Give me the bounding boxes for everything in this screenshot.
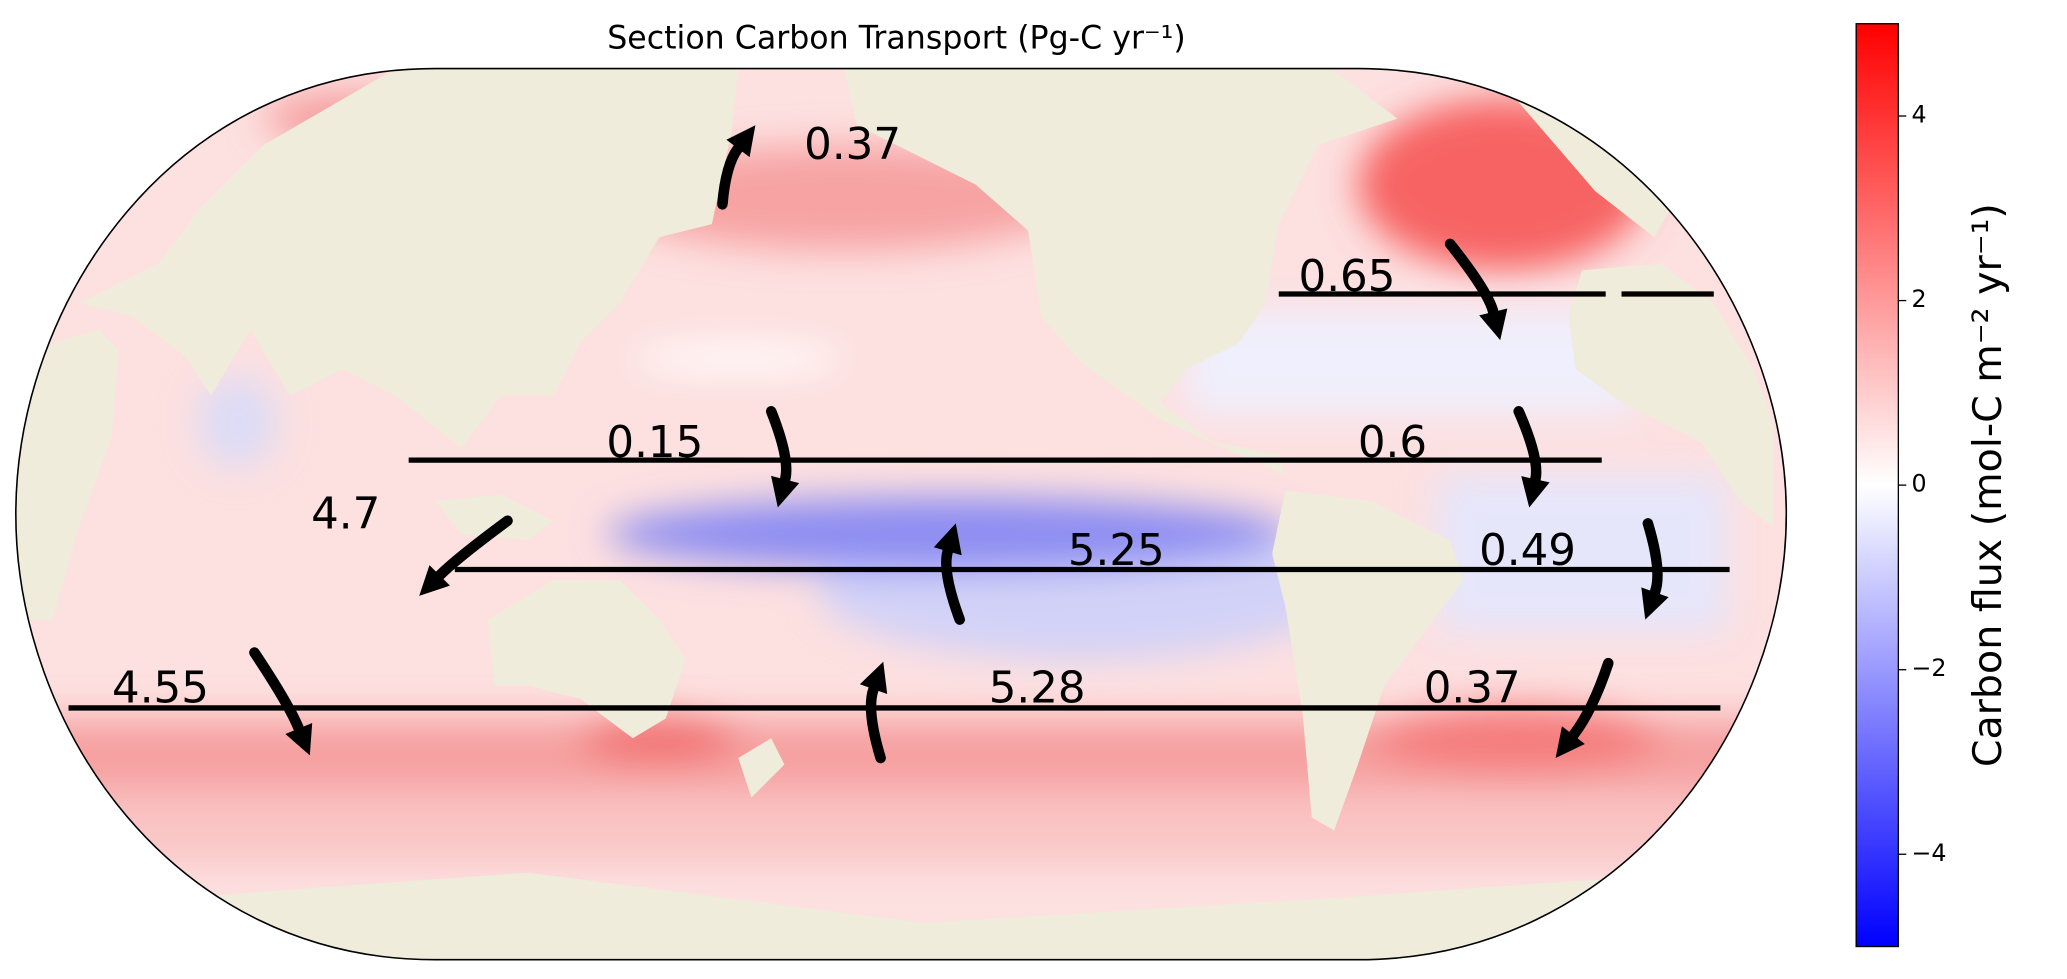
arrow-head [859, 661, 888, 694]
arrow-shaft [865, 683, 886, 764]
colorbar-tick-label: −2 [1912, 654, 1947, 682]
land-australia [487, 580, 686, 739]
land-new-zealand [738, 738, 785, 798]
arrow-shaft [765, 406, 792, 485]
arrow-shaft [941, 545, 965, 625]
flux-patch [1436, 474, 1727, 633]
arrow-head [933, 523, 962, 556]
arrow-shaft [1568, 657, 1614, 741]
title: Section Carbon Transport (Pg-C yr⁻¹) [607, 21, 1185, 57]
map [15, 68, 1787, 960]
flux-patch [15, 790, 1787, 864]
land-europe-africa [1568, 263, 1774, 528]
arrow-head [771, 475, 800, 508]
colorbar-label: Carbon flux (mol-C m⁻² yr⁻¹) [1965, 203, 2011, 767]
flux-patch [1371, 705, 1662, 772]
colorbar-tick-label: 2 [1912, 285, 1927, 313]
arrow-shaft [717, 143, 744, 210]
land-north-america [843, 68, 1398, 475]
arrow-head [285, 723, 313, 756]
colorbar-bar [1855, 23, 1900, 948]
arrow-shaft [249, 647, 305, 734]
flux-patch [632, 345, 844, 372]
arrow-head [726, 125, 756, 158]
flux-patch [1186, 309, 1635, 416]
colorbar-tick-label: −4 [1912, 839, 1947, 867]
arrow-head [1479, 308, 1508, 341]
arrow-head [1555, 726, 1585, 759]
arrow-shaft [434, 515, 513, 581]
transport-label: 0.37 [1424, 663, 1521, 713]
map-border [15, 67, 1788, 961]
transport-label: 0.37 [804, 120, 901, 170]
transport-label: 4.55 [112, 663, 209, 713]
scaled-layer: Section Carbon Transport (Pg-C yr⁻¹) [15, 21, 2011, 961]
arrow-head [1521, 476, 1550, 508]
land-antarctica [15, 870, 1787, 960]
arrow-shaft [1513, 406, 1542, 485]
arrow-shaft [1642, 518, 1663, 598]
transport-label: 0.65 [1299, 252, 1396, 302]
arrow-shaft [1444, 238, 1499, 318]
flux-patch [197, 375, 277, 468]
transport-label: 5.28 [989, 663, 1086, 713]
colorbar: Carbon flux (mol-C m⁻² yr⁻¹) −4 −2 0 2 4 [1855, 23, 2011, 948]
land-south-america [1272, 490, 1464, 831]
transport-label: 5.25 [1068, 526, 1165, 576]
colorbar-tick-label: 4 [1912, 101, 1927, 129]
transport-label: 0.49 [1479, 526, 1576, 576]
arrow-head [1641, 587, 1669, 620]
transport-label: 0.6 [1358, 418, 1427, 468]
colorbar-tick-label: 0 [1912, 470, 1927, 498]
land-indonesia [435, 494, 554, 541]
arrow-head [419, 565, 450, 596]
sections [68, 125, 1730, 764]
transport-labels: 0.37 0.65 0.15 0.6 4.7 5.25 0.49 4.55 5.28 0.37 [112, 120, 1576, 713]
transport-label: 4.7 [311, 489, 380, 539]
transport-label: 0.15 [606, 418, 703, 468]
land-eurasia [79, 68, 739, 449]
